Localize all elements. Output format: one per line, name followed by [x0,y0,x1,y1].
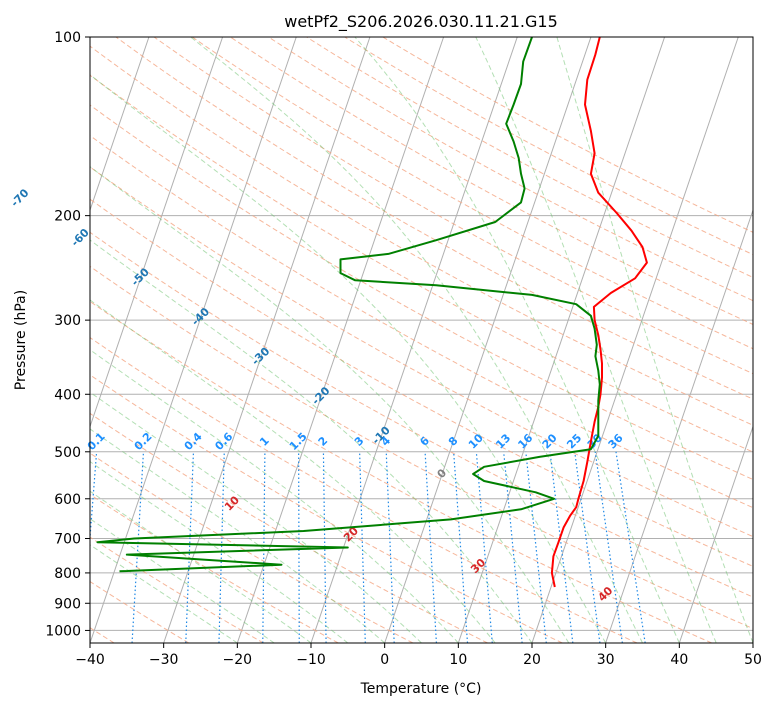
chart-title: wetPf2_S206.2026.030.11.21.G15 [284,12,558,32]
isotherm-line [457,37,666,643]
mixing-ratio-line [594,451,623,643]
y-axis-label: Pressure (hPa) [13,290,29,390]
dry-adiabat-line [90,536,264,643]
dry-adiabat-line [115,37,753,400]
dry-adiabat-line [90,198,753,567]
y-tick-label: 500 [54,445,81,461]
dry-adiabat-line [90,265,753,630]
x-tick-label: 30 [597,652,615,668]
moist-adiabat-line [90,490,312,643]
x-tick-label: 50 [744,652,762,668]
dry-adiabat-line [90,493,339,643]
y-tick-label: 1000 [45,623,81,639]
isotherm-line [163,37,371,643]
mixing-ratio-line [615,451,646,643]
moist-adiabat-line [90,544,238,643]
mixing-ratio-line [549,451,574,643]
dewpoint-profile-line [96,37,601,573]
y-tick-label: 900 [54,596,81,612]
moist-adiabat-line [90,349,459,643]
dry-adiabat-line [268,37,753,302]
axis-ticks: −40 −30 −20 −10 0 10 20 30 40 50 100 200 300 400 500 60… [45,30,762,668]
moist-adiabat-line [90,299,496,643]
dry-adiabat-line [90,166,753,538]
isotherm-line [678,425,753,643]
y-tick-label: 800 [54,566,81,582]
x-tick-label: 40 [670,652,688,668]
dry-adiabat-line [90,452,414,643]
isotherm-line [605,208,753,643]
x-tick-label: 0 [380,652,389,668]
x-tick-label: 10 [449,652,467,668]
moist-adiabat-line [90,239,533,643]
isotherm-line [90,37,224,429]
dry-adiabat-line [153,37,753,375]
dry-adiabat-line [230,37,753,325]
isotherm-line [90,37,150,212]
dry-adiabat-line [90,374,563,643]
dry-adiabat-line [191,37,753,350]
moist-adiabat-line [90,391,422,643]
moist-adiabat-line [90,518,275,643]
isotherm-line [236,37,445,643]
profile-lines [96,37,648,588]
mixing-ratio-line [503,451,523,643]
dry-adiabat-line [90,104,753,481]
dry-adiabat-line [382,37,753,233]
x-tick-label: −40 [75,652,105,668]
moist-adiabat-line [90,428,386,643]
y-tick-label: 700 [54,532,81,548]
x-axis-label: Temperature (°C) [360,681,482,697]
dry-adiabat-line [90,45,753,426]
moist-adiabat-line [475,37,717,643]
y-tick-label: 200 [54,209,81,225]
moist-adiabat-line [354,37,680,643]
mixing-ratio-line [525,451,547,643]
y-tick-label: 400 [54,387,81,403]
moist-adiabat-line [90,166,570,643]
y-tick-label: 300 [54,313,81,329]
x-tick-label: 20 [523,652,541,668]
x-tick-label: −30 [149,652,179,668]
temperature-profile-line [550,37,648,588]
x-tick-label: −20 [223,652,253,668]
x-tick-label: −10 [296,652,326,668]
y-tick-label: 100 [54,30,81,46]
isotherm-line [384,37,592,643]
background-lines [90,37,753,643]
plot-frame [89,36,754,644]
y-tick-label: 600 [54,492,81,508]
isotherm-line [531,37,739,643]
dry-adiabat-line [90,412,488,643]
mixing-ratio-line [574,451,601,643]
